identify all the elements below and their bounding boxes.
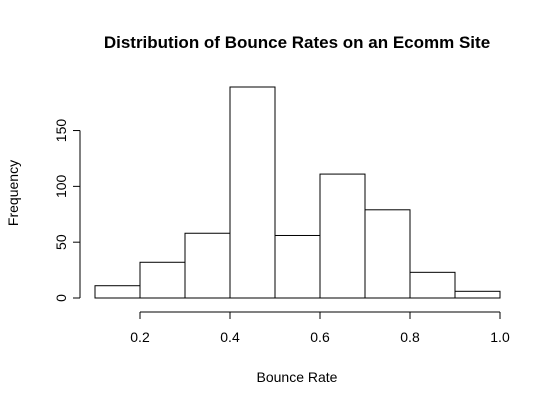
histogram-bar-1: [94, 285, 141, 299]
x-axis-label: Bounce Rate: [257, 369, 338, 385]
histogram-bars: [94, 86, 501, 299]
histogram-bar-9: [454, 290, 501, 299]
y-tick-label-2: 50: [53, 234, 69, 250]
chart-title: Distribution of Bounce Rates on an Ecomm…: [104, 33, 490, 52]
x-axis: 0.2 0.4 0.6 0.8 1.0: [130, 311, 510, 345]
x-tick-label-5: 1.0: [490, 329, 510, 345]
histogram-bar-6: [319, 173, 366, 299]
y-axis: 0 50 100 150: [53, 119, 81, 302]
histogram-bar-4: [229, 86, 276, 299]
histogram-bar-3: [184, 232, 231, 299]
histogram-bar-5: [274, 234, 321, 299]
y-tick-label-3: 100: [53, 174, 69, 198]
histogram-bar-8: [409, 271, 456, 299]
y-tick-label-4: 150: [53, 119, 69, 143]
histogram-bar-2: [139, 261, 186, 299]
histogram-bar-7: [364, 209, 411, 299]
y-axis-label: Frequency: [5, 160, 21, 226]
y-tick-label-1: 0: [53, 294, 69, 302]
x-tick-label-1: 0.2: [130, 329, 150, 345]
x-tick-label-3: 0.6: [310, 329, 330, 345]
x-tick-label-2: 0.4: [220, 329, 240, 345]
x-tick-label-4: 0.8: [400, 329, 420, 345]
